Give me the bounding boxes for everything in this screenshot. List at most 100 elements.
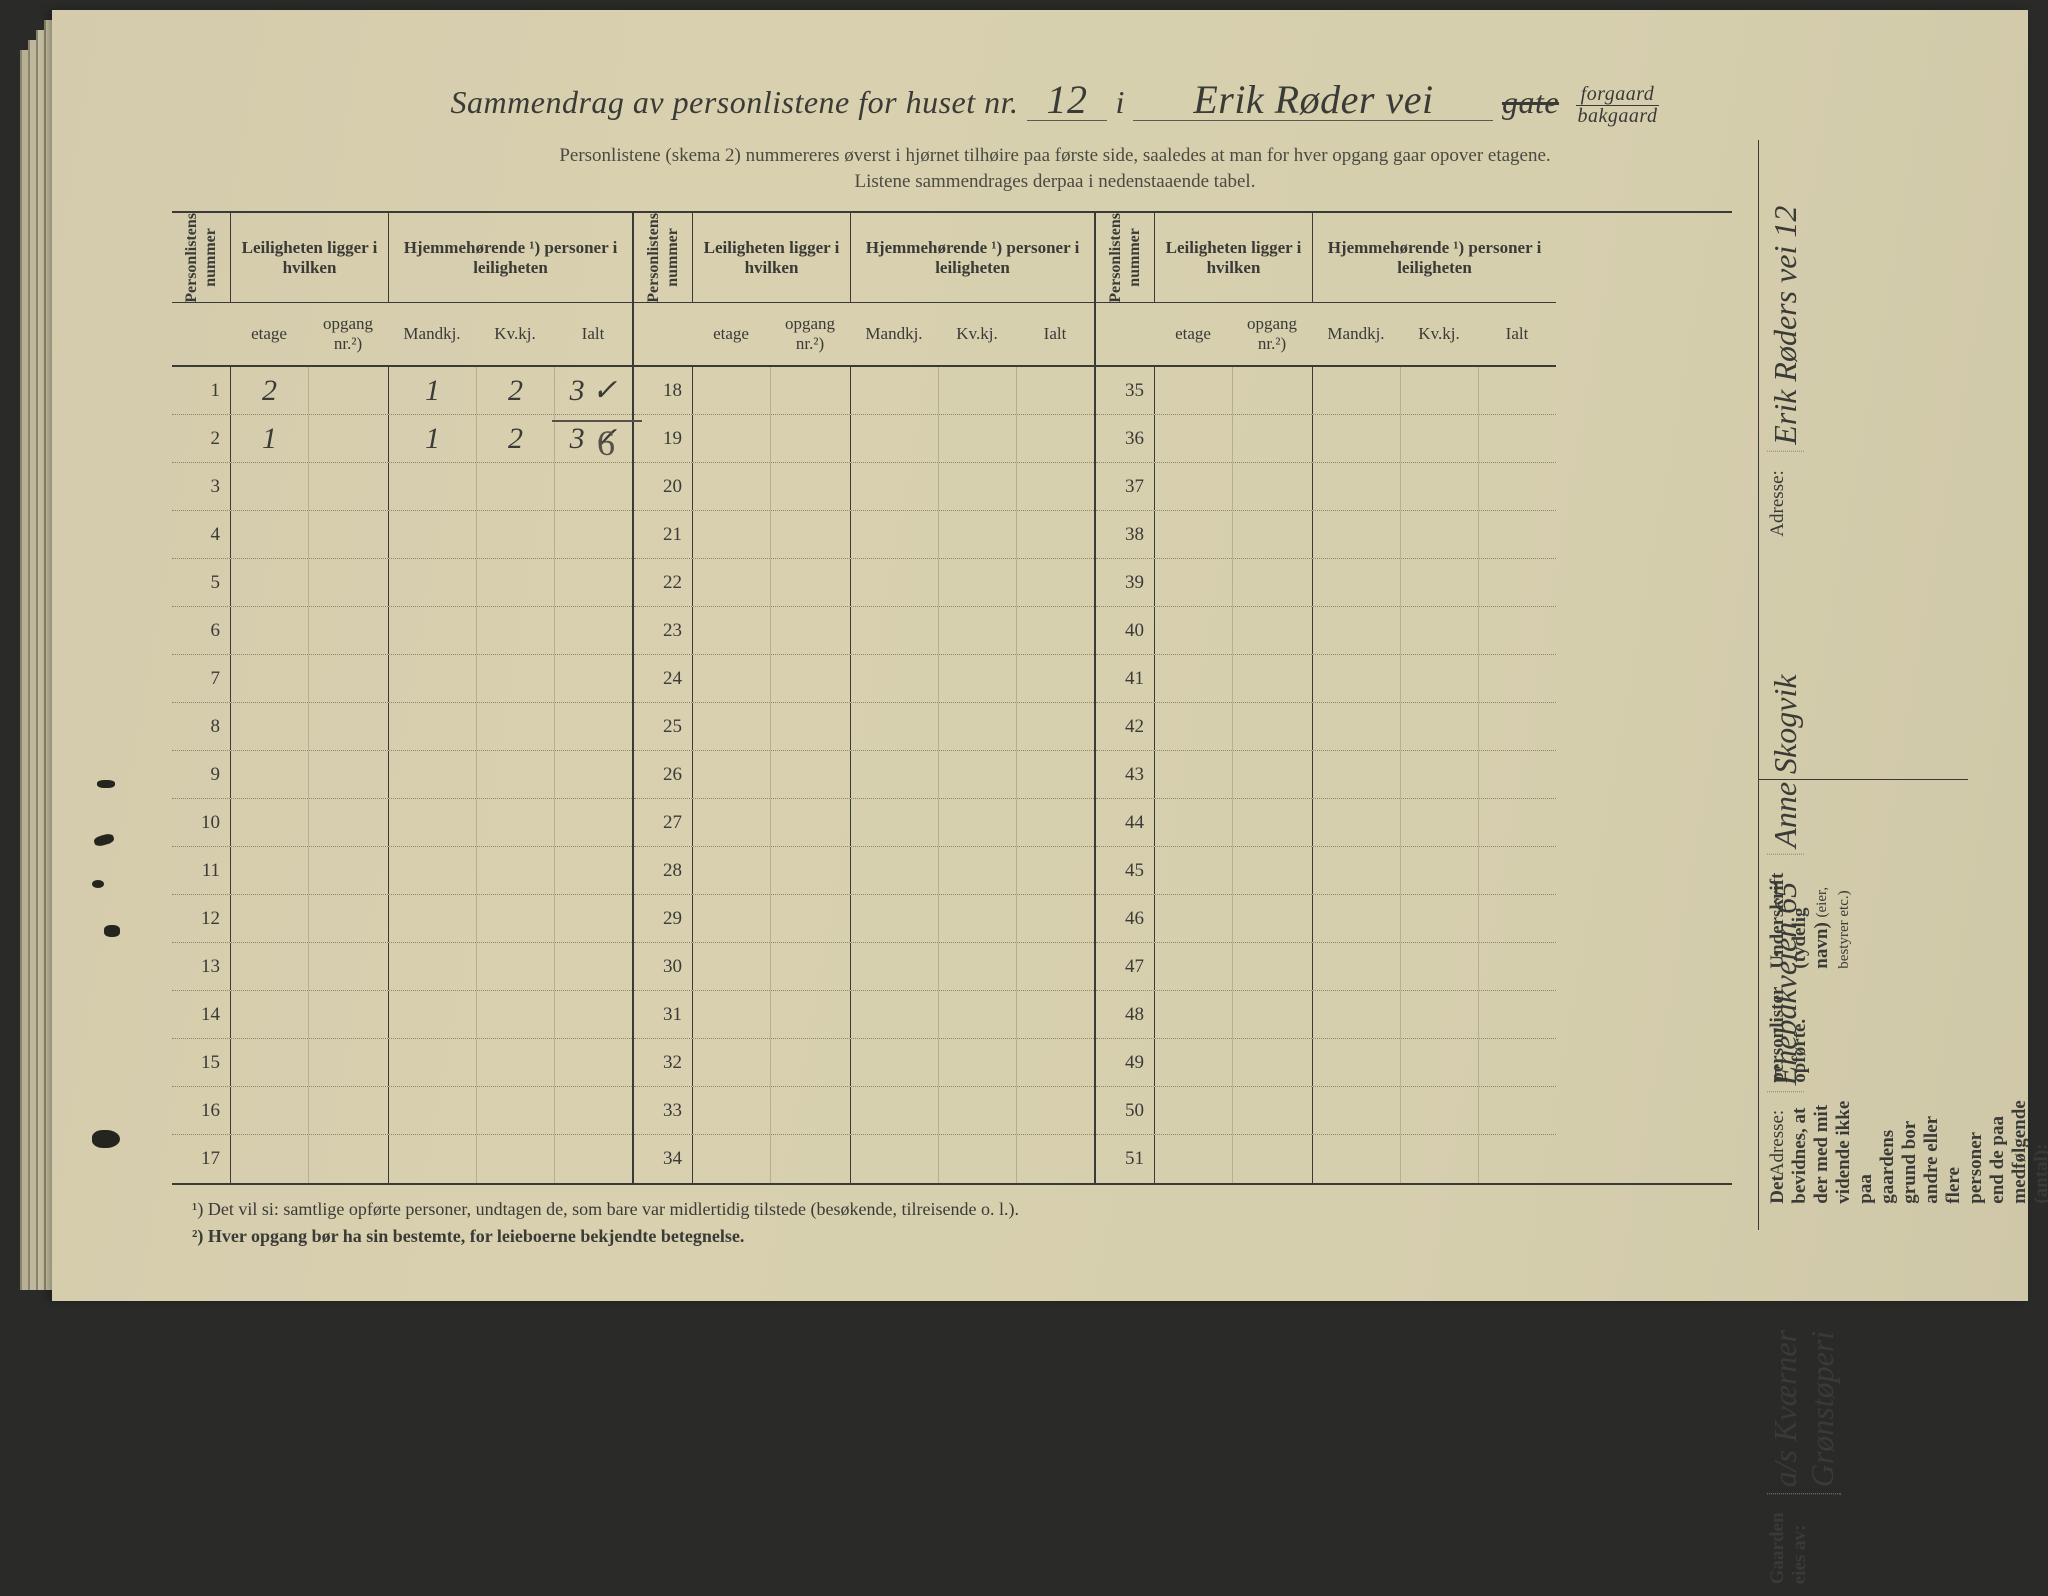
cell-mandkj: 1 <box>388 415 476 462</box>
row-number: 12 <box>172 895 230 942</box>
footnote-1: ¹) Det vil si: samtlige opførte personer… <box>192 1199 1978 1220</box>
col-group-leiligheten: Leiligheten ligger i hvilken <box>692 213 850 302</box>
cell-ialt <box>554 799 632 846</box>
table-row: 32 <box>634 1039 1094 1087</box>
document-page: Sammendrag av personlistene for huset nr… <box>52 10 2028 1301</box>
cell-etage <box>692 559 770 606</box>
cell-kvkj <box>938 367 1016 414</box>
cell-mandkj <box>388 751 476 798</box>
cell-kvkj <box>1400 895 1478 942</box>
cell-opgang <box>770 703 850 750</box>
table-row: 20 <box>634 463 1094 511</box>
table-row: 12 <box>172 895 632 943</box>
row-number: 39 <box>1096 559 1154 606</box>
col-group-hjemmehorende: Hjemmehørende ¹) personer i leiligheten <box>388 213 632 302</box>
cell-kvkj <box>476 847 554 894</box>
col-mandkj: Mandkj. <box>388 303 476 365</box>
table-row: 30 <box>634 943 1094 991</box>
table-row: 43 <box>1096 751 1556 799</box>
table-block: Personlistens nummerLeiligheten ligger i… <box>172 213 632 1183</box>
forgaard-label: forgaard <box>1576 84 1660 106</box>
cell-mandkj <box>1312 751 1400 798</box>
cell-kvkj <box>1400 607 1478 654</box>
cell-etage <box>230 1135 308 1183</box>
table-row: 33 <box>634 1087 1094 1135</box>
cell-opgang <box>1232 1087 1312 1134</box>
cell-ialt <box>1016 655 1094 702</box>
col-etage: etage <box>692 303 770 365</box>
table-row: 48 <box>1096 991 1556 1039</box>
table-row: 46 <box>1096 895 1556 943</box>
cell-opgang <box>308 847 388 894</box>
row-number: 5 <box>172 559 230 606</box>
cell-kvkj <box>938 991 1016 1038</box>
cell-etage <box>692 703 770 750</box>
cell-etage <box>1154 367 1232 414</box>
cell-ialt <box>554 991 632 1038</box>
table-row: 45 <box>1096 847 1556 895</box>
col-kvkj: Kv.kj. <box>1400 303 1478 365</box>
cell-opgang <box>1232 799 1312 846</box>
cell-etage <box>230 943 308 990</box>
row-number: 42 <box>1096 703 1154 750</box>
cell-etage <box>692 463 770 510</box>
cell-opgang <box>770 559 850 606</box>
row-number: 46 <box>1096 895 1154 942</box>
cell-opgang <box>770 607 850 654</box>
row-number: 13 <box>172 943 230 990</box>
table-row: 36 <box>1096 415 1556 463</box>
cell-ialt <box>1016 463 1094 510</box>
cell-opgang <box>770 655 850 702</box>
cell-etage <box>692 751 770 798</box>
cell-kvkj <box>938 847 1016 894</box>
gate-label-struck: gate <box>1502 84 1559 120</box>
cell-opgang <box>1232 607 1312 654</box>
cell-etage <box>692 367 770 414</box>
cell-mandkj <box>850 703 938 750</box>
table-row: 50 <box>1096 1087 1556 1135</box>
cell-ialt <box>554 607 632 654</box>
cell-ialt <box>1016 511 1094 558</box>
row-number: 7 <box>172 655 230 702</box>
table-row: 38 <box>1096 511 1556 559</box>
page-stack: Sammendrag av personlistene for huset nr… <box>20 10 2028 1301</box>
row-number: 32 <box>634 1039 692 1086</box>
cell-ialt <box>1478 463 1556 510</box>
cell-mandkj <box>388 847 476 894</box>
cell-ialt <box>554 1087 632 1134</box>
cell-etage: 1 <box>230 415 308 462</box>
row-number: 31 <box>634 991 692 1038</box>
cell-kvkj <box>938 895 1016 942</box>
cell-mandkj <box>850 559 938 606</box>
cell-kvkj <box>938 559 1016 606</box>
row-number: 34 <box>634 1135 692 1183</box>
cell-etage <box>1154 1135 1232 1183</box>
cell-mandkj <box>850 847 938 894</box>
cell-etage <box>230 751 308 798</box>
cell-opgang <box>770 943 850 990</box>
sum-total: 6 <box>597 422 615 464</box>
adresse-1-label: Adresse: <box>1767 470 1789 536</box>
row-number: 24 <box>634 655 692 702</box>
cell-mandkj <box>1312 799 1400 846</box>
table-row: 8 <box>172 703 632 751</box>
row-number: 47 <box>1096 943 1154 990</box>
cell-etage <box>230 655 308 702</box>
instruction-line-2: Listene sammendrages derpaa i nedenstaae… <box>132 171 1978 193</box>
forgaard-bakgaard: forgaard bakgaard <box>1576 84 1660 127</box>
cell-ialt <box>1016 895 1094 942</box>
row-number: 43 <box>1096 751 1154 798</box>
cell-opgang <box>770 991 850 1038</box>
cell-ialt <box>554 1135 632 1183</box>
cell-mandkj <box>850 415 938 462</box>
cell-opgang <box>770 799 850 846</box>
cell-opgang <box>1232 559 1312 606</box>
table-block: Personlistens nummerLeiligheten ligger i… <box>1094 213 1556 1183</box>
cell-kvkj <box>1400 1135 1478 1183</box>
cell-kvkj <box>938 511 1016 558</box>
cell-etage <box>1154 463 1232 510</box>
cell-ialt <box>1016 991 1094 1038</box>
cell-kvkj <box>938 943 1016 990</box>
table-row: 12123 ✓ <box>172 367 632 415</box>
cell-mandkj <box>850 799 938 846</box>
